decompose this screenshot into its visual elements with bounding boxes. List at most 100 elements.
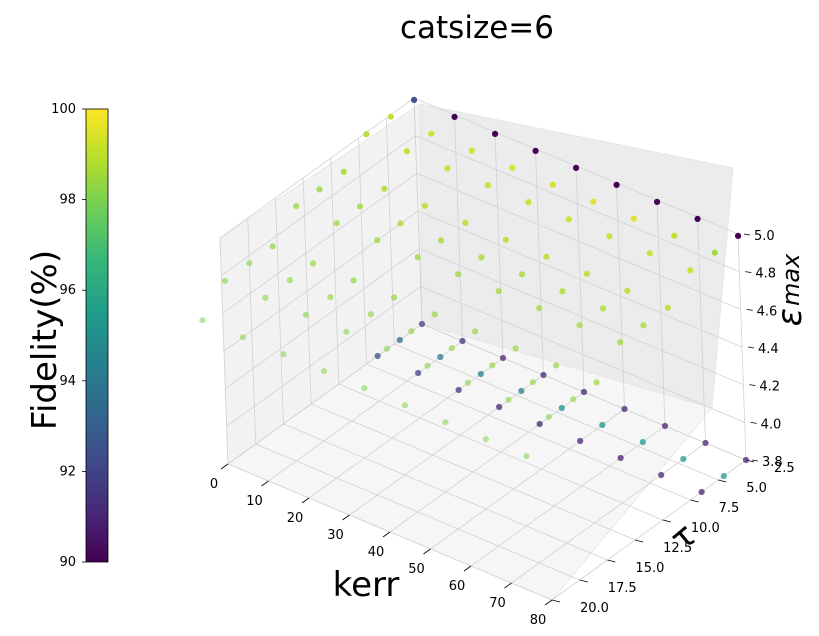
scatter-point (593, 379, 600, 386)
scatter-point (720, 472, 727, 480)
x-tick-label: 40 (368, 545, 385, 560)
z-tick-mark (746, 308, 753, 311)
y-tick-mark (551, 599, 561, 603)
y-tick-mark (579, 579, 588, 583)
scatter-point (543, 253, 550, 260)
z-tick-label: 4.4 (758, 342, 779, 357)
y-tick-mark (635, 539, 644, 543)
scatter-point (509, 164, 516, 171)
grid-z-right-wall (416, 172, 741, 310)
grid-z-left-wall (227, 323, 423, 465)
scatter-point (536, 305, 543, 312)
scatter-point (640, 322, 647, 329)
scatter-point (418, 320, 426, 328)
grid-kerr-floor (551, 459, 747, 601)
z-tick-mark (751, 459, 759, 462)
scatter-point (525, 199, 532, 206)
scatter-point (442, 419, 449, 426)
scatter-point (477, 370, 484, 378)
scatter-point (403, 148, 410, 155)
scatter-point (576, 322, 583, 329)
scatter-point (552, 362, 560, 369)
scatter-point (580, 388, 588, 396)
x-axis-label: kerr (333, 565, 400, 605)
scatter-point (246, 260, 253, 267)
gridlines (219, 97, 747, 601)
scatter-point (468, 147, 475, 154)
z-axis-label-subscript: max (777, 253, 805, 306)
grid-tau-floor (366, 363, 691, 501)
scatter-point (424, 362, 431, 369)
scatter-point (397, 220, 404, 227)
scatter-point (512, 345, 519, 352)
scatter-point (742, 456, 750, 464)
scatter-point (387, 113, 394, 120)
z-tick-label: 4.2 (759, 380, 780, 395)
scatter-point (309, 260, 317, 267)
scatter-point (646, 250, 653, 257)
scatter-point (320, 368, 328, 375)
scatter-point (262, 294, 269, 301)
grid-z-left-wall (222, 173, 417, 314)
axis-ticks: 0 10 20 30 40 50 60 70 80 2.5 5.0 7.5 10.0 12.5 15.0 17… (210, 229, 795, 628)
scatter-point (630, 215, 637, 222)
scatter-point (559, 288, 566, 295)
colorbar: 90 92 94 96 98 100 Fidelity(%) (25, 102, 109, 570)
scatter-point (361, 385, 368, 392)
colorbar-ticks: 90 92 94 96 98 100 (51, 102, 86, 570)
x-tick-label: 30 (327, 528, 344, 543)
x-tick-mark (342, 514, 350, 521)
colorbar-tick-label: 92 (59, 464, 76, 479)
scatter-point (415, 369, 422, 377)
grid-kerr-floor (349, 374, 544, 516)
x-tick-mark (220, 463, 229, 470)
colorbar-tick-label: 98 (59, 193, 76, 208)
z-tick-mark (745, 271, 752, 274)
scatter-point (462, 219, 469, 226)
scatter-point (702, 439, 709, 447)
scatter-point (401, 402, 409, 409)
grid-kerr-floor (308, 357, 504, 499)
x-tick-label: 70 (489, 596, 506, 611)
scatter-point (421, 202, 428, 209)
z-tick-label: 3.8 (762, 455, 783, 470)
z-tick-mark (747, 346, 755, 349)
scatter-point (428, 130, 435, 137)
scatter-point (496, 403, 503, 411)
scatter-point (624, 287, 631, 294)
y-tick-mark (607, 559, 616, 563)
scatter-point (680, 455, 687, 463)
grid-z-left-wall (219, 97, 415, 239)
scatter-point (621, 405, 628, 413)
scatter-point (451, 113, 458, 120)
scatter-point (316, 186, 323, 193)
scatter-point (478, 254, 485, 261)
x-tick-mark (504, 582, 512, 589)
z-tick-mark (750, 421, 757, 424)
scatter-point (711, 249, 718, 256)
scatter-point (221, 277, 229, 284)
scatter-point (565, 216, 572, 223)
scatter-point (327, 294, 334, 301)
grid-z-right-wall (417, 210, 743, 348)
scatter-point (437, 353, 444, 361)
x-tick-label: 10 (246, 494, 263, 509)
colorbar-tick-label: 94 (59, 374, 76, 389)
scatter-point (471, 328, 479, 335)
z-tick-label: 4.0 (761, 417, 782, 432)
x-tick-mark (544, 599, 553, 606)
scatter-point (374, 237, 381, 244)
scatter-point (363, 131, 370, 138)
z-tick-label: 5.0 (754, 229, 775, 244)
scatter-point (333, 220, 340, 227)
grid-kerr-floor (430, 408, 625, 550)
grid-z-left-wall (221, 135, 416, 276)
scatter-point (558, 404, 565, 412)
scatter-point (639, 438, 646, 446)
x-tick-label: 50 (408, 562, 425, 577)
colorbar-tick-label: 90 (59, 555, 76, 570)
projection-points (374, 320, 750, 496)
grid-z-left-wall (225, 248, 420, 389)
y-tick-label: 7.5 (719, 501, 740, 516)
x-tick-mark (261, 480, 269, 487)
